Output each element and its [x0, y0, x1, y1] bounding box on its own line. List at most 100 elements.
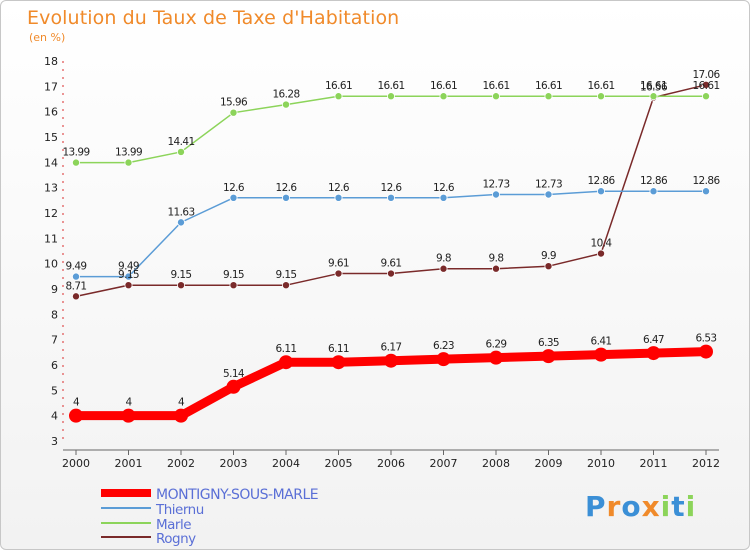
data-label: 9.9 — [541, 250, 556, 262]
data-label: 6.23 — [433, 340, 454, 352]
data-point — [176, 281, 185, 290]
y-tick-label: 7 — [51, 334, 58, 347]
data-point — [439, 92, 448, 101]
y-tick-label: 6 — [51, 359, 58, 372]
data-point — [489, 350, 503, 365]
data-label: 16.56 — [640, 81, 668, 93]
logo-letter: t — [671, 490, 686, 523]
data-label: 12.6 — [276, 182, 298, 194]
data-point — [544, 190, 553, 199]
x-tick-label: 2011 — [640, 457, 668, 470]
data-point — [331, 355, 346, 370]
data-point — [439, 193, 448, 202]
data-point — [702, 80, 711, 89]
data-label: 16.61 — [482, 80, 509, 92]
data-point — [386, 193, 395, 202]
legend-label: Marle — [156, 517, 191, 533]
logo-letter: r — [606, 490, 622, 523]
data-label: 16.61 — [325, 80, 352, 92]
y-tick-label: 16 — [44, 106, 58, 119]
data-point — [436, 352, 451, 367]
data-label: 6.11 — [276, 343, 297, 355]
data-label: 9.15 — [171, 269, 192, 281]
data-point — [541, 349, 556, 364]
data-label: 11.63 — [167, 206, 194, 218]
x-tick-label: 2003 — [220, 457, 248, 470]
data-label: 6.11 — [328, 343, 349, 355]
data-labels-group: 8.71 9.15 9.15 9.15 9.15 9.61 9.61 9.8 9.8 9.9 10.… — [62, 69, 721, 409]
data-point — [281, 193, 290, 202]
x-tick-label: 2002 — [167, 457, 195, 470]
data-label: 12.73 — [482, 179, 509, 191]
y-tick-label: 10 — [44, 258, 58, 271]
data-point — [491, 190, 500, 199]
chart-title: Evolution du Taux de Taxe d'Habitation — [27, 7, 400, 29]
data-point — [384, 353, 398, 368]
y-tick-label: 8 — [51, 308, 58, 321]
x-tick-label: 2009 — [535, 457, 563, 470]
data-label: 6.35 — [538, 337, 559, 349]
data-point — [174, 408, 188, 423]
x-tick-label: 2005 — [325, 457, 353, 470]
data-point — [72, 158, 81, 167]
data-point — [124, 272, 133, 281]
data-point — [72, 292, 81, 301]
data-label: 6.41 — [591, 336, 612, 348]
data-point — [386, 92, 395, 101]
y-tick-label: 18 — [44, 55, 58, 68]
data-point — [649, 92, 658, 101]
data-label: 5.14 — [223, 368, 245, 380]
y-tick-label: 4 — [51, 410, 58, 423]
data-label: 6.47 — [643, 334, 664, 346]
data-point — [229, 193, 238, 202]
data-point — [334, 193, 343, 202]
data-label: 9.61 — [381, 258, 402, 270]
data-point — [597, 187, 606, 196]
logo-letter: i — [660, 490, 672, 523]
data-point — [334, 269, 343, 278]
data-point — [702, 92, 711, 101]
data-label: 16.61 — [430, 80, 457, 92]
data-label: 6.29 — [486, 339, 507, 351]
x-tick-label: 2001 — [115, 457, 143, 470]
data-point — [649, 187, 658, 196]
data-label: 12.86 — [692, 175, 720, 187]
data-label: 15.96 — [220, 97, 248, 109]
data-point — [226, 379, 241, 394]
data-label: 6.17 — [381, 342, 402, 354]
legend-label: Rogny — [156, 531, 196, 547]
data-point — [69, 408, 83, 423]
data-label: 9.49 — [66, 261, 87, 273]
data-label: 17.06 — [692, 69, 720, 81]
x-tick-label: 2000 — [62, 457, 90, 470]
data-point — [124, 158, 133, 167]
data-label: 12.6 — [433, 182, 455, 194]
data-label: 16.61 — [587, 80, 614, 92]
y-tick-label: 9 — [51, 283, 58, 296]
data-label: 12.86 — [640, 175, 668, 187]
data-point — [72, 272, 81, 281]
data-point — [229, 281, 238, 290]
data-point — [121, 408, 136, 423]
y-tick-label: 3 — [51, 435, 58, 448]
series-line-marle — [75, 95, 707, 164]
x-tick-label: 2007 — [430, 457, 458, 470]
data-point — [646, 346, 661, 361]
data-label: 16.61 — [377, 80, 404, 92]
data-label: 9.15 — [276, 269, 297, 281]
data-label: 9.15 — [223, 269, 244, 281]
data-label: 12.6 — [223, 182, 245, 194]
data-point — [699, 344, 713, 359]
data-point — [439, 264, 448, 273]
logo-letter: o — [621, 490, 642, 523]
data-point — [597, 249, 606, 258]
data-label: 14.41 — [167, 136, 194, 148]
data-label: 9.8 — [436, 253, 451, 265]
data-label: 16.61 — [692, 80, 719, 92]
data-label: 16.61 — [640, 80, 667, 92]
data-point — [229, 108, 238, 117]
data-point — [702, 187, 711, 196]
data-label: 12.73 — [535, 179, 562, 191]
